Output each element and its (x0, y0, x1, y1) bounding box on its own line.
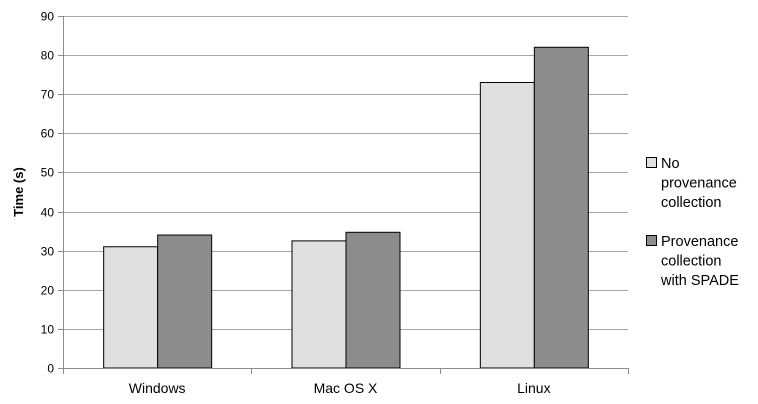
y-tick-label: 80 (41, 49, 55, 63)
y-tick-label: 60 (41, 127, 55, 141)
y-tick-label: 10 (41, 323, 55, 337)
y-tick-label: 40 (41, 206, 55, 220)
y-tick-label: 90 (41, 10, 55, 24)
axes (63, 16, 628, 369)
legend: No provenance collection Provenance collecti… (646, 156, 739, 289)
bars (103, 46, 589, 369)
legend-label: No provenance collection (661, 156, 737, 211)
legend-label: Provenance collection with SPADE (660, 234, 739, 289)
y-axis-title: Time (s) (11, 167, 26, 217)
legend-label-line: collection (661, 254, 721, 270)
bar-no-provenance-0 (103, 246, 159, 369)
x-category-labels: Windows Mac OS X Linux (63, 368, 629, 396)
y-tick-label: 70 (41, 88, 55, 102)
bar-no-provenance-2 (479, 81, 535, 369)
bar-spade-1 (345, 231, 401, 369)
legend-label-line: Provenance (661, 234, 738, 250)
legend-swatch (646, 157, 657, 168)
y-tick-label: 50 (41, 166, 55, 180)
x-category-label: Linux (517, 380, 550, 396)
y-tick-labels: 0 10 20 30 40 50 60 70 80 90 (41, 10, 63, 376)
y-tick-label: 0 (47, 362, 54, 376)
bar-no-provenance-1 (291, 240, 347, 369)
bar-spade-0 (157, 234, 213, 369)
bar-spade-2 (533, 46, 589, 369)
x-category-label: Windows (129, 380, 186, 396)
y-tick-label: 30 (41, 245, 55, 259)
legend-label-line: provenance (661, 176, 737, 192)
x-category-label: Mac OS X (314, 380, 378, 396)
legend-label-line: with SPADE (660, 273, 739, 289)
legend-label-line: No (661, 156, 680, 172)
legend-label-line: collection (661, 195, 721, 211)
y-tick-label: 20 (41, 284, 55, 298)
legend-swatch (646, 235, 657, 246)
